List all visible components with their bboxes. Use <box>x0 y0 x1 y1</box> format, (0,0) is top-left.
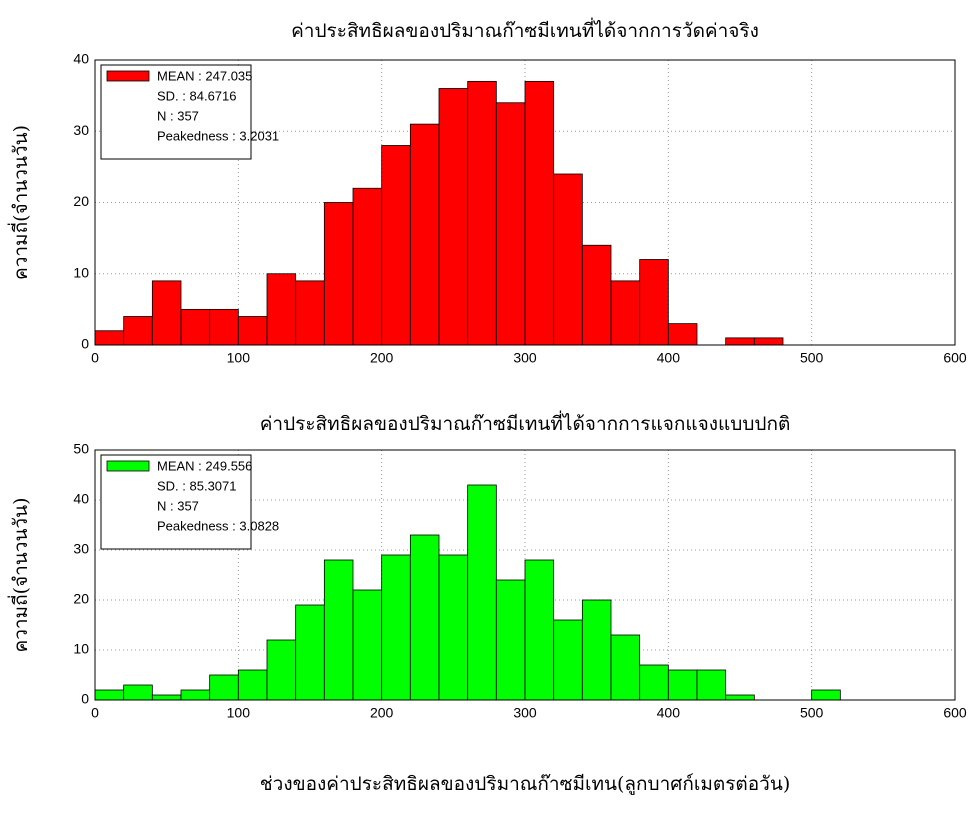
bar <box>409 123 440 346</box>
x-tick-label: 200 <box>370 350 394 366</box>
x-tick-label: 300 <box>513 705 537 721</box>
x-tick-label: 400 <box>657 705 681 721</box>
bar <box>438 88 469 346</box>
bar <box>667 323 698 346</box>
x-tick-label: 200 <box>370 705 394 721</box>
bar <box>610 634 641 701</box>
bar <box>123 684 153 701</box>
bar <box>352 589 383 701</box>
bar <box>151 280 182 346</box>
bar <box>323 559 354 701</box>
bar <box>581 599 612 701</box>
y-tick-label: 10 <box>73 641 89 657</box>
x-tick-label: 0 <box>91 705 99 721</box>
bar <box>209 308 239 346</box>
bar <box>553 619 583 701</box>
bar <box>94 330 125 346</box>
y-tick-label: 0 <box>81 336 89 352</box>
y-tick-label: 20 <box>73 591 89 607</box>
legend-text: SD. : 85.3071 <box>157 478 237 493</box>
bar <box>438 554 469 701</box>
y-tick-label: 20 <box>73 193 89 209</box>
bar <box>639 664 669 701</box>
legend-text: Peakedness : 3.2031 <box>157 128 279 143</box>
y-axis-label: ความถี่(จำนวนวัน) <box>7 125 32 280</box>
bar <box>495 102 526 346</box>
x-axis-label: ช่วงของค่าประสิทธิผลของปริมาณก๊าซมีเทน(ล… <box>260 773 790 795</box>
bar <box>725 694 755 701</box>
bar <box>237 316 268 346</box>
legend-text: Peakedness : 3.0828 <box>157 518 279 533</box>
axes-frame <box>94 449 956 701</box>
bar <box>151 694 182 701</box>
bar <box>381 145 411 346</box>
bar <box>94 689 125 701</box>
x-tick-label: 300 <box>513 350 537 366</box>
y-tick-label: 30 <box>73 541 89 557</box>
legend-text: SD. : 84.6716 <box>157 88 237 103</box>
bar <box>209 674 239 701</box>
legend-text: N : 357 <box>157 108 199 123</box>
bar <box>467 80 497 346</box>
axes-frame <box>94 59 956 346</box>
x-tick-label: 500 <box>800 705 824 721</box>
x-tick-label: 100 <box>227 350 251 366</box>
bar <box>696 669 727 701</box>
bar <box>667 669 698 701</box>
bar <box>381 554 411 701</box>
bar <box>581 244 612 346</box>
x-tick-label: 600 <box>943 350 967 366</box>
legend-swatch <box>106 70 150 82</box>
bar <box>266 639 297 701</box>
bar <box>811 689 841 701</box>
chart-title: ค่าประสิทธิผลของปริมาณก๊าซมีเทนที่ได้จาก… <box>260 410 791 435</box>
bar <box>409 534 440 701</box>
y-tick-label: 40 <box>73 491 89 507</box>
chart-title: ค่าประสิทธิผลของปริมาณก๊าซมีเทนที่ได้จาก… <box>291 17 759 42</box>
bar <box>123 316 153 346</box>
bar <box>352 187 383 346</box>
x-tick-label: 500 <box>800 350 824 366</box>
x-tick-label: 100 <box>227 705 251 721</box>
legend-swatch <box>106 460 150 472</box>
legend-text: MEAN : 247.035 <box>157 68 252 83</box>
bar <box>295 604 325 701</box>
legend-text: MEAN : 249.556 <box>157 458 252 473</box>
bar <box>639 259 669 346</box>
bar <box>266 273 297 346</box>
bar <box>610 280 641 346</box>
bar <box>553 173 583 346</box>
bar <box>295 280 325 346</box>
y-tick-label: 30 <box>73 122 89 138</box>
bar <box>524 559 555 701</box>
y-tick-label: 50 <box>73 441 89 457</box>
bar <box>237 669 268 701</box>
legend-text: N : 357 <box>157 498 199 513</box>
bar <box>180 308 211 346</box>
x-tick-label: 400 <box>657 350 681 366</box>
y-tick-label: 0 <box>81 691 89 707</box>
bar <box>180 689 211 701</box>
x-tick-label: 600 <box>943 705 967 721</box>
y-tick-label: 40 <box>73 51 89 67</box>
bar <box>753 337 784 346</box>
bar <box>323 202 354 346</box>
y-tick-label: 10 <box>73 264 89 280</box>
y-axis-label: ความถี่(จำนวนวัน) <box>7 497 32 652</box>
bar <box>495 579 526 701</box>
bar <box>467 484 497 701</box>
bar <box>725 337 755 346</box>
x-tick-label: 0 <box>91 350 99 366</box>
bar <box>524 80 555 346</box>
